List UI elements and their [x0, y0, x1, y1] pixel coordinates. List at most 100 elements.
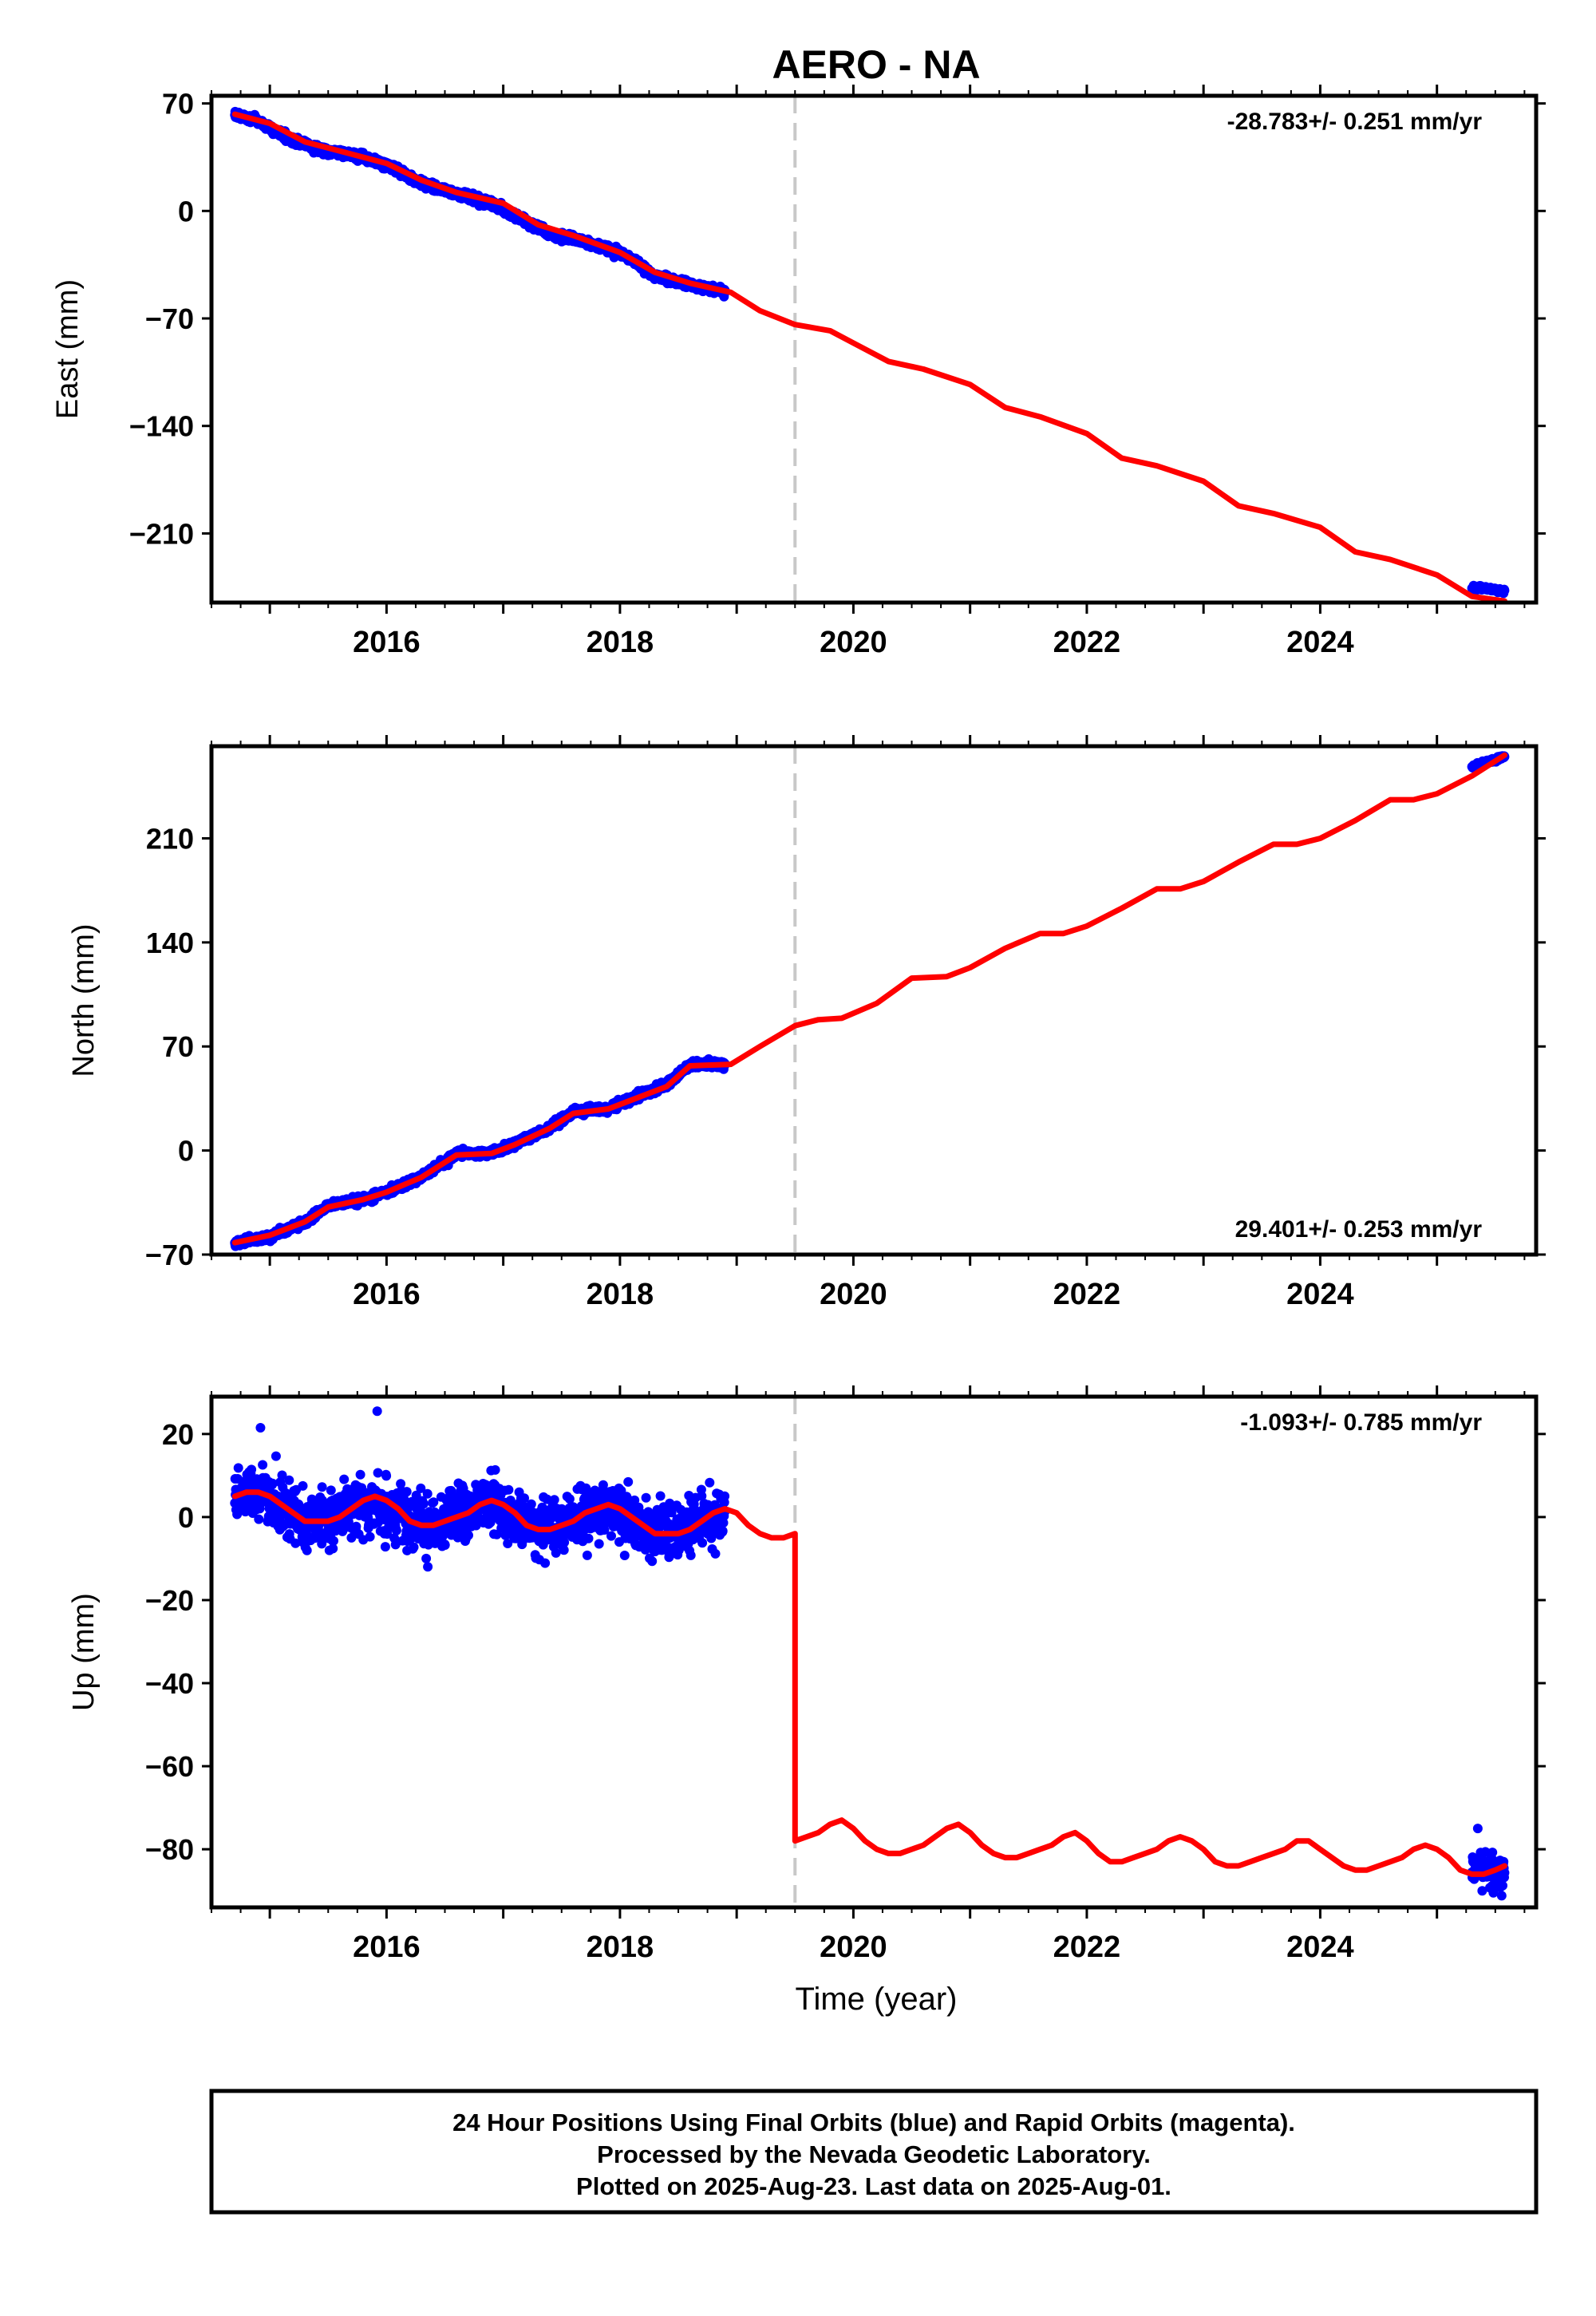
x-tick-label: 2016	[353, 626, 421, 659]
position-point	[540, 1558, 551, 1568]
x-tick-label: 2016	[353, 1278, 421, 1311]
position-point	[594, 1539, 604, 1549]
position-point	[519, 1493, 529, 1504]
position-point	[317, 1539, 327, 1549]
position-point	[490, 1464, 500, 1475]
position-point	[464, 1530, 473, 1540]
position-point	[655, 1491, 666, 1501]
position-point	[391, 1525, 401, 1535]
position-point	[583, 1533, 594, 1543]
plot-frame	[209, 93, 1539, 605]
position-point	[503, 1539, 513, 1548]
position-point	[630, 1495, 640, 1505]
y-tick-label: −210	[129, 517, 194, 550]
position-point	[328, 1543, 338, 1554]
y-tick-label: 0	[178, 1135, 194, 1168]
x-tick-label: 2020	[820, 626, 887, 659]
position-point	[641, 1492, 651, 1503]
position-point	[582, 1550, 592, 1560]
position-point	[422, 1488, 433, 1499]
plot-area	[230, 746, 1510, 1255]
position-point	[302, 1545, 312, 1555]
position-point	[416, 1483, 426, 1493]
y-tick-label: 0	[178, 195, 194, 227]
position-point	[559, 1545, 569, 1555]
plot-frame	[209, 744, 1539, 1257]
x-tick-label: 2020	[820, 1278, 887, 1311]
y-tick-label: −140	[129, 410, 194, 443]
position-point	[329, 1535, 338, 1546]
position-point	[606, 1531, 616, 1541]
position-point	[271, 1451, 281, 1461]
position-point	[647, 1556, 658, 1567]
model-curve	[231, 111, 1507, 603]
position-point	[381, 1471, 392, 1481]
position-point	[298, 1480, 308, 1491]
position-point	[526, 1499, 536, 1509]
position-point	[277, 1470, 287, 1480]
east-panel: 70 0 −70 −140 −210 2016 2018 2020 2022 2024 East (…	[51, 85, 1546, 659]
position-point	[339, 1474, 350, 1484]
position-point	[258, 1460, 268, 1470]
position-point	[254, 1514, 264, 1524]
position-point	[326, 1485, 336, 1496]
plot-area	[230, 96, 1510, 603]
position-point	[247, 1464, 257, 1475]
position-point	[697, 1491, 707, 1501]
position-point	[284, 1475, 294, 1485]
model-curve	[231, 752, 1507, 1246]
x-tick-label: 2018	[587, 1278, 654, 1311]
position-point	[599, 1525, 610, 1535]
y-tick-label: −70	[145, 302, 194, 335]
position-point	[623, 1476, 634, 1487]
y-axis-label: North (mm)	[67, 923, 101, 1077]
position-point	[446, 1485, 456, 1496]
x-tick-label: 2024	[1286, 626, 1354, 659]
position-point	[551, 1547, 561, 1558]
position-point	[380, 1542, 390, 1552]
position-point	[409, 1542, 419, 1552]
y-tick-label: 70	[162, 1030, 194, 1063]
position-point	[421, 1553, 432, 1563]
y-axis-label: East (mm)	[51, 279, 85, 419]
position-point	[401, 1487, 412, 1497]
position-point	[440, 1540, 450, 1550]
position-point	[697, 1538, 708, 1548]
position-point	[355, 1469, 365, 1480]
y-tick-label: 210	[146, 822, 194, 855]
chart-title: AERO - NA	[772, 42, 980, 87]
north-panel: 210 140 70 0 −70 2016 2018 2020 2022 2024 North (m…	[67, 735, 1546, 1311]
position-point	[267, 1478, 278, 1488]
y-tick-label: 140	[146, 927, 194, 959]
x-tick-label: 2022	[1053, 1278, 1121, 1311]
position-point	[504, 1484, 514, 1495]
y-tick-label: −70	[145, 1239, 194, 1271]
position-point	[549, 1495, 559, 1505]
plot-area	[230, 1397, 1510, 1907]
position-point	[619, 1551, 630, 1560]
velocity-rate-label: 29.401+/- 0.253 mm/yr	[1235, 1216, 1483, 1243]
x-tick-label: 2024	[1286, 1278, 1354, 1311]
position-point	[685, 1550, 696, 1560]
position-point	[471, 1520, 481, 1531]
y-tick-label: 70	[162, 88, 194, 121]
position-point	[423, 1562, 433, 1572]
velocity-rate-label: -28.783+/- 0.251 mm/yr	[1227, 109, 1483, 135]
x-tick-label: 2018	[587, 626, 654, 659]
position-point	[365, 1531, 375, 1542]
position-point	[373, 1468, 383, 1478]
position-point	[351, 1521, 361, 1531]
x-tick-label: 2022	[1053, 626, 1121, 659]
position-point	[418, 1499, 429, 1509]
position-point	[396, 1479, 406, 1489]
position-point	[564, 1494, 575, 1504]
position-point	[317, 1482, 327, 1492]
position-point	[559, 1537, 570, 1547]
position-point	[429, 1497, 439, 1508]
position-point	[390, 1539, 401, 1550]
position-point	[233, 1463, 243, 1473]
position-point	[1499, 585, 1510, 595]
